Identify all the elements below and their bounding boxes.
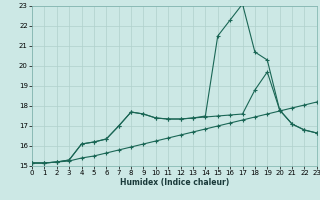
X-axis label: Humidex (Indice chaleur): Humidex (Indice chaleur) [120, 178, 229, 187]
